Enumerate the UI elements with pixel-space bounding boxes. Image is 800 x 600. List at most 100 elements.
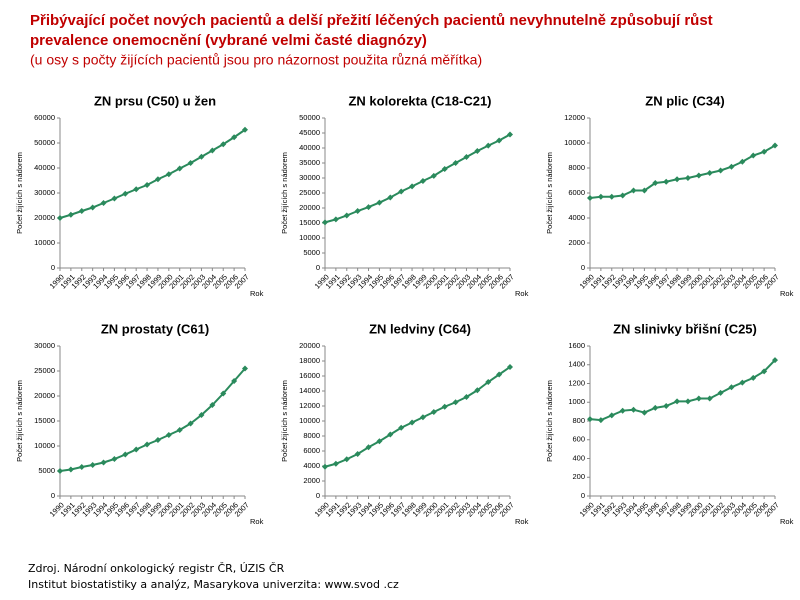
point-marker [717,389,724,396]
y-tick-label: 200 [572,472,585,481]
point-marker [242,126,248,133]
y-tick-label: 30000 [299,173,320,182]
point-marker [387,194,394,201]
point-marker [220,390,227,397]
point-marker [376,438,383,445]
chart-title: ZN kolorekta (C18-C21) [348,93,491,108]
y-tick-label: 0 [51,263,55,272]
y-tick-label: 30000 [34,188,55,197]
point-marker [187,420,194,427]
y-tick-label: 20000 [34,213,55,222]
point-marker [717,167,724,174]
point-marker [409,419,416,426]
y-tick-label: 25000 [34,366,55,375]
point-marker [608,412,615,419]
point-marker [441,166,448,172]
point-marker [231,378,238,384]
y-tick-label: 10000 [34,441,55,450]
y-tick-label: 0 [51,491,55,500]
point-marker [133,446,140,453]
series-line [589,359,776,422]
point-marker [761,148,768,155]
point-marker [706,170,713,176]
source: Zdroj. Národní onkologický registr ČR, Ú… [28,562,285,575]
chart-title: ZN slinivky břišní (C25) [613,321,757,336]
point-marker [695,395,702,402]
point-marker [706,395,713,402]
point-marker [343,456,350,463]
point-marker [663,403,670,409]
x-axis-label: Rok [250,517,264,526]
y-tick-label: 12000 [564,113,585,122]
y-tick-label: 1200 [568,378,585,387]
point-marker [67,211,74,218]
x-axis-label: Rok [780,289,794,298]
point-marker [100,459,107,466]
chart-panel: ZN ledviny (C64) Počet žijících s nádorem… [280,321,529,526]
y-tick-label: 1600 [568,341,585,350]
point-marker [154,176,161,183]
y-tick-label: 10000 [564,138,585,147]
title-line: Přibývající počet nových pacientů a delš… [30,12,713,29]
y-axis-label: Počet žijících s nádorem [15,152,24,234]
point-marker [376,199,383,206]
y-tick-label: 10000 [299,416,320,425]
y-tick-label: 40000 [299,143,320,152]
y-tick-label: 800 [572,416,585,425]
series-line [59,128,246,219]
point-marker [587,195,593,201]
x-axis-label: Rok [780,517,794,526]
point-marker [387,431,394,438]
point-marker [674,398,681,405]
y-tick-label: 35000 [299,158,320,167]
point-marker [57,215,63,221]
point-marker [89,204,96,211]
point-marker [641,409,648,416]
source: Institut biostatistiky a analýz, Masaryk… [28,578,399,591]
point-marker [496,371,503,378]
point-marker [641,187,648,194]
point-marker [365,444,372,451]
point-marker [165,432,172,438]
point-marker [739,379,746,386]
point-marker [354,208,361,214]
point-marker [597,193,604,200]
y-tick-label: 1400 [568,360,585,369]
point-marker [772,357,778,364]
point-marker [507,364,513,370]
y-tick-label: 20000 [299,203,320,212]
point-marker [663,178,670,185]
y-tick-label: 15000 [34,416,55,425]
y-tick-label: 40000 [34,163,55,172]
point-marker [463,154,470,160]
point-marker [332,460,339,467]
y-tick-label: 1000 [568,397,585,406]
point-marker [144,182,151,188]
chart-panel: ZN prsu (C50) u žen Počet žijících s nádo… [15,93,264,298]
point-marker [419,178,426,184]
point-marker [398,188,405,195]
series-line [324,366,511,468]
point-marker [122,190,129,197]
y-axis-label: Počet žijících s nádorem [280,380,289,462]
y-tick-label: 50000 [299,113,320,122]
y-tick-label: 0 [316,263,320,272]
y-tick-label: 8000 [303,431,320,440]
y-axis-label: Počet žijících s nádorem [545,380,554,462]
point-marker [100,200,107,206]
y-axis-label: Počet žijících s nádorem [280,152,289,234]
chart-title: ZN ledviny (C64) [369,321,471,336]
y-tick-label: 2000 [303,476,320,485]
y-tick-label: 20000 [299,341,320,350]
point-marker [354,451,361,457]
chart-panel: ZN plic (C34) Počet žijících s nádorem Rok… [545,93,794,298]
chart-title: ZN plic (C34) [645,93,724,108]
point-marker [209,402,216,408]
point-marker [409,183,416,190]
point-marker [496,137,503,144]
point-marker [441,403,448,410]
series-line [589,144,776,199]
chart-title: ZN prsu (C50) u žen [94,93,216,108]
point-marker [674,176,681,183]
y-tick-label: 30000 [34,341,55,350]
